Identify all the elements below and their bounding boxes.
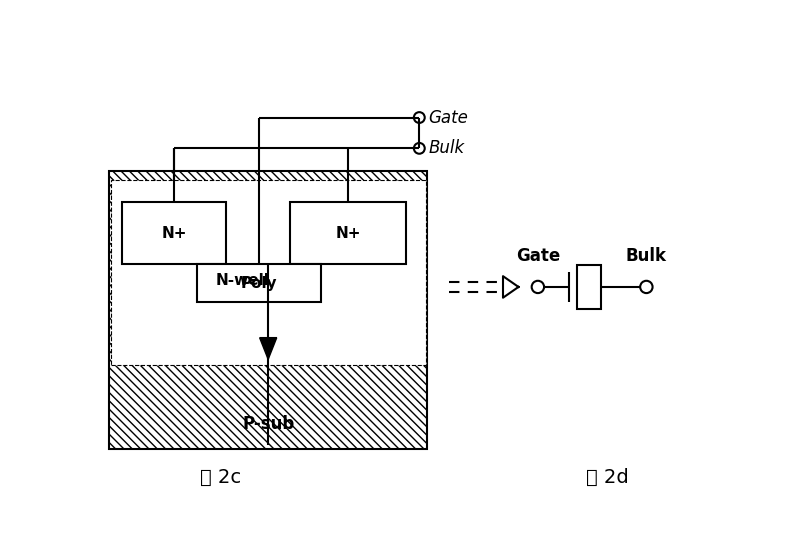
Bar bbox=[111, 180, 426, 365]
Text: Poly: Poly bbox=[241, 276, 277, 291]
Text: Bulk: Bulk bbox=[626, 247, 667, 265]
Text: N-well: N-well bbox=[216, 274, 270, 288]
Text: Gate: Gate bbox=[516, 247, 560, 265]
Text: N+: N+ bbox=[162, 226, 186, 241]
Text: N+: N+ bbox=[335, 226, 361, 241]
Text: Gate: Gate bbox=[429, 108, 469, 127]
Bar bbox=[197, 264, 321, 302]
Text: P-sub: P-sub bbox=[242, 415, 294, 433]
Text: Bulk: Bulk bbox=[429, 140, 465, 157]
Text: 图 2d: 图 2d bbox=[586, 468, 629, 488]
Bar bbox=[110, 171, 427, 449]
Text: 图 2c: 图 2c bbox=[199, 468, 241, 488]
Polygon shape bbox=[260, 337, 277, 359]
Bar bbox=[290, 202, 406, 264]
Bar bbox=[577, 265, 602, 309]
Bar bbox=[122, 202, 226, 264]
